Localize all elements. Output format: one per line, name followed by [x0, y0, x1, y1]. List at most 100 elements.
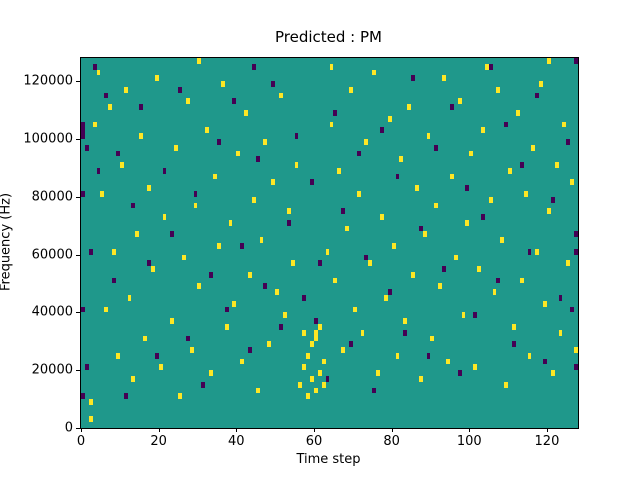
heatmap-cell [298, 381, 303, 388]
heatmap-cell [143, 335, 147, 342]
chart-title: Predicted : PM [275, 28, 382, 46]
heatmap-cell [228, 219, 233, 226]
heatmap-cell [546, 58, 551, 64]
heatmap-cell [566, 260, 571, 267]
x-tick-label: 0 [76, 434, 86, 449]
heatmap-cell [104, 92, 109, 99]
heatmap-cell [329, 63, 334, 70]
heatmap-cell [337, 167, 342, 174]
heatmap-cell [372, 387, 377, 394]
heatmap-cell [543, 300, 547, 307]
y-tick-mark [76, 370, 80, 372]
heatmap-cell [147, 260, 151, 267]
heatmap-cell [286, 208, 291, 215]
heatmap-cell [364, 254, 369, 261]
heatmap-cell [313, 329, 318, 336]
heatmap-cell [170, 318, 175, 324]
heatmap-cell [488, 63, 493, 70]
heatmap-cell [550, 196, 555, 203]
heatmap-cell [310, 375, 314, 382]
heatmap-cell [445, 358, 450, 365]
heatmap-cell [115, 150, 120, 157]
heatmap-cell [473, 364, 478, 371]
heatmap-cell [251, 63, 256, 70]
heatmap-cell [135, 231, 140, 238]
heatmap-cell [185, 335, 190, 342]
heatmap-cell [313, 335, 318, 342]
heatmap-cell [356, 150, 361, 157]
heatmap-cell [368, 260, 373, 267]
heatmap-cell [570, 179, 575, 186]
heatmap-cell [84, 144, 89, 151]
x-tick-label: 120 [534, 434, 560, 449]
heatmap-cell [379, 127, 384, 134]
heatmap-cell [527, 248, 532, 255]
heatmap-cell [119, 162, 124, 168]
heatmap-cell [216, 243, 221, 249]
heatmap-cell [88, 399, 93, 405]
heatmap-cell [504, 121, 509, 128]
heatmap-cell [271, 179, 276, 186]
heatmap-cell [150, 266, 155, 272]
heatmap-cell [574, 347, 578, 353]
heatmap-cell [81, 127, 85, 134]
heatmap-cell [511, 341, 516, 348]
heatmap-cell [469, 150, 474, 157]
x-axis-label: Time step [296, 452, 361, 467]
heatmap-cell [348, 341, 353, 348]
heatmap-cell [162, 167, 167, 174]
heatmap-cell [174, 144, 179, 151]
heatmap-cell [372, 69, 377, 76]
heatmap-cell [201, 381, 206, 388]
heatmap-cell [511, 323, 516, 330]
heatmap-cell [290, 260, 295, 267]
heatmap-cell [240, 243, 245, 249]
heatmap-cell [197, 58, 202, 64]
x-tick-mark [391, 428, 393, 432]
heatmap-cell [317, 370, 322, 376]
heatmap-cell [294, 133, 299, 139]
heatmap-cell [170, 231, 175, 238]
heatmap-cell [453, 254, 458, 261]
heatmap-cell [263, 283, 268, 290]
heatmap-cell [321, 381, 326, 388]
heatmap-cell [550, 370, 555, 376]
x-tick-mark [81, 428, 82, 432]
heatmap-cell [379, 214, 384, 220]
heatmap-cell [205, 127, 210, 134]
heatmap-cell [434, 202, 439, 209]
heatmap-cell [387, 115, 392, 122]
heatmap-cell [360, 329, 365, 336]
heatmap-cell [81, 306, 85, 313]
heatmap-cell [477, 266, 481, 272]
heatmap-cell [178, 393, 182, 400]
x-tick-mark [313, 428, 315, 432]
heatmap-cell [348, 86, 353, 93]
y-tick-mark [76, 138, 80, 140]
heatmap-cell [442, 266, 446, 272]
heatmap-cell [442, 75, 446, 82]
heatmap-cell [209, 370, 213, 376]
heatmap-cell [411, 75, 415, 82]
x-tick-label: 60 [305, 434, 323, 449]
heatmap-cell [480, 127, 485, 134]
heatmap-cell [345, 225, 349, 232]
heatmap-cell [302, 364, 307, 371]
heatmap-cell [251, 196, 256, 203]
heatmap-cell [546, 208, 551, 215]
heatmap-cell [325, 248, 330, 255]
heatmap-cell [356, 190, 361, 197]
heatmap-cell [247, 271, 252, 278]
heatmap-cell [100, 190, 105, 197]
heatmap-cell [178, 86, 182, 93]
heatmap-cell [88, 248, 93, 255]
heatmap-cell [484, 63, 489, 70]
heatmap-cell [209, 271, 213, 278]
heatmap-cell [197, 283, 202, 290]
heatmap-cell [81, 133, 85, 139]
heatmap-cell [434, 144, 439, 151]
heatmap-cell [104, 306, 109, 313]
heatmap-cell [430, 335, 435, 342]
y-tick-label: 40000 [31, 304, 73, 320]
